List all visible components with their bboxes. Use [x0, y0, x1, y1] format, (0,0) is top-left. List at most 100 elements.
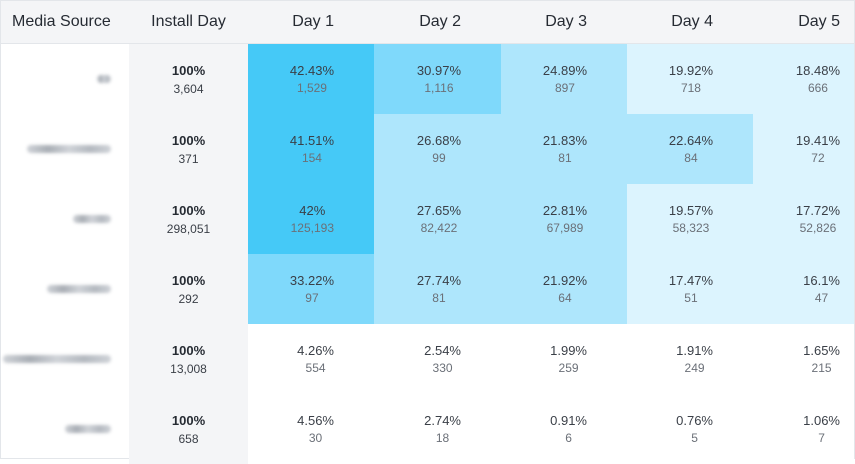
retention-count: 47 — [814, 291, 829, 305]
retention-values: 1.06% 7 — [803, 413, 840, 445]
retention-cell-day-4[interactable]: 19.92% 718 — [627, 44, 753, 114]
retention-percent: 1.99% — [550, 343, 587, 358]
media-source-cell[interactable] — [1, 324, 129, 394]
redacted-source-name — [3, 355, 111, 363]
install-percent: 100% — [171, 272, 206, 288]
retention-count: 30 — [308, 431, 323, 445]
retention-percent: 30.97% — [416, 63, 461, 78]
retention-cell-day-1[interactable]: 4.56% 30 — [248, 394, 374, 464]
retention-percent: 42.43% — [289, 63, 334, 78]
retention-values: 4.26% 554 — [297, 343, 334, 375]
retention-values: 27.74% 81 — [417, 273, 461, 305]
retention-cell-day-5[interactable]: 18.48% 666 — [753, 44, 854, 114]
header-day-2[interactable]: Day 2 — [374, 1, 501, 44]
install-day-cell: 100% 13,008 — [129, 324, 248, 394]
retention-cell-day-1[interactable]: 4.26% 554 — [248, 324, 374, 394]
retention-values: 19.92% 718 — [669, 63, 713, 95]
retention-count: 249 — [684, 361, 705, 375]
retention-percent: 21.92% — [542, 273, 587, 288]
retention-values: 27.65% 82,422 — [417, 203, 461, 235]
retention-cell-day-3[interactable]: 24.89% 897 — [501, 44, 627, 114]
retention-values: 26.68% 99 — [417, 133, 461, 165]
retention-cell-day-3[interactable]: 21.83% 81 — [501, 114, 627, 184]
retention-cell-day-4[interactable]: 0.76% 5 — [627, 394, 753, 464]
retention-count: 7 — [818, 431, 825, 445]
retention-cell-day-2[interactable]: 2.54% 330 — [374, 324, 501, 394]
retention-cell-day-2[interactable]: 2.74% 18 — [374, 394, 501, 464]
install-count: 13,008 — [170, 361, 207, 376]
retention-cell-day-2[interactable]: 27.65% 82,422 — [374, 184, 501, 254]
retention-cell-day-4[interactable]: 19.57% 58,323 — [627, 184, 753, 254]
retention-cell-day-5[interactable]: 1.65% 215 — [753, 324, 854, 394]
retention-count: 5 — [691, 431, 698, 445]
media-source-cell[interactable] — [1, 184, 129, 254]
retention-percent: 1.06% — [803, 413, 840, 428]
retention-percent: 0.91% — [550, 413, 587, 428]
redacted-source-name — [97, 75, 111, 83]
retention-cell-day-5[interactable]: 1.06% 7 — [753, 394, 854, 464]
retention-percent: 41.51% — [289, 133, 334, 148]
retention-count: 58,323 — [672, 221, 710, 235]
retention-cell-day-5[interactable]: 19.41% 72 — [753, 114, 854, 184]
header-install-day[interactable]: Install Day — [129, 1, 248, 44]
retention-cell-day-2[interactable]: 26.68% 99 — [374, 114, 501, 184]
retention-cell-day-4[interactable]: 1.91% 249 — [627, 324, 753, 394]
retention-percent: 18.48% — [795, 63, 840, 78]
retention-cell-day-1[interactable]: 42% 125,193 — [248, 184, 374, 254]
retention-cell-day-3[interactable]: 21.92% 64 — [501, 254, 627, 324]
retention-cell-day-3[interactable]: 22.81% 67,989 — [501, 184, 627, 254]
install-percent: 100% — [171, 62, 206, 78]
retention-cell-day-1[interactable]: 42.43% 1,529 — [248, 44, 374, 114]
retention-count: 67,989 — [546, 221, 584, 235]
retention-cell-day-2[interactable]: 27.74% 81 — [374, 254, 501, 324]
install-count: 292 — [178, 291, 199, 306]
header-day-1[interactable]: Day 1 — [248, 1, 374, 44]
retention-cell-day-1[interactable]: 33.22% 97 — [248, 254, 374, 324]
retention-percent: 22.64% — [668, 133, 713, 148]
retention-count: 1,529 — [296, 81, 327, 95]
retention-values: 22.81% 67,989 — [543, 203, 587, 235]
retention-count: 259 — [558, 361, 579, 375]
header-media-source[interactable]: Media Source — [1, 1, 129, 44]
retention-values: 19.41% 72 — [796, 133, 840, 165]
retention-percent: 22.81% — [542, 203, 587, 218]
retention-count: 64 — [558, 291, 572, 305]
retention-percent: 27.65% — [416, 203, 461, 218]
retention-count: 81 — [432, 291, 446, 305]
retention-percent: 2.54% — [424, 343, 461, 358]
retention-values: 2.74% 18 — [424, 413, 461, 445]
media-source-cell[interactable] — [1, 44, 129, 114]
media-source-cell[interactable] — [1, 114, 129, 184]
media-source-cell[interactable] — [1, 394, 129, 464]
header-day-3[interactable]: Day 3 — [501, 1, 627, 44]
retention-count: 18 — [435, 431, 450, 445]
retention-values: 22.64% 84 — [669, 133, 713, 165]
retention-values: 1.65% 215 — [803, 343, 840, 375]
retention-cell-day-4[interactable]: 22.64% 84 — [627, 114, 753, 184]
retention-cell-day-3[interactable]: 0.91% 6 — [501, 394, 627, 464]
retention-count: 554 — [305, 361, 326, 375]
retention-cell-day-3[interactable]: 1.99% 259 — [501, 324, 627, 394]
install-count: 371 — [178, 151, 199, 166]
retention-count: 1,116 — [424, 81, 454, 95]
retention-count: 666 — [807, 81, 828, 95]
header-day-4[interactable]: Day 4 — [627, 1, 753, 44]
retention-values: 18.48% 666 — [796, 63, 840, 95]
retention-cell-day-5[interactable]: 17.72% 52,826 — [753, 184, 854, 254]
retention-values: 0.76% 5 — [676, 413, 713, 445]
retention-values: 4.56% 30 — [297, 413, 334, 445]
install-percent: 100% — [171, 412, 206, 428]
retention-cell-day-5[interactable]: 16.1% 47 — [753, 254, 854, 324]
header-day-5[interactable]: Day 5 — [753, 1, 854, 44]
retention-values: 21.83% 81 — [543, 133, 587, 165]
retention-cell-day-4[interactable]: 17.47% 51 — [627, 254, 753, 324]
retention-cell-day-2[interactable]: 30.97% 1,116 — [374, 44, 501, 114]
retention-values: 1.91% 249 — [676, 343, 713, 375]
media-source-cell[interactable] — [1, 254, 129, 324]
retention-percent: 27.74% — [416, 273, 461, 288]
retention-percent: 19.57% — [668, 203, 713, 218]
retention-percent: 17.72% — [795, 203, 840, 218]
install-count: 658 — [178, 431, 199, 446]
retention-percent: 19.92% — [668, 63, 713, 78]
retention-cell-day-1[interactable]: 41.51% 154 — [248, 114, 374, 184]
